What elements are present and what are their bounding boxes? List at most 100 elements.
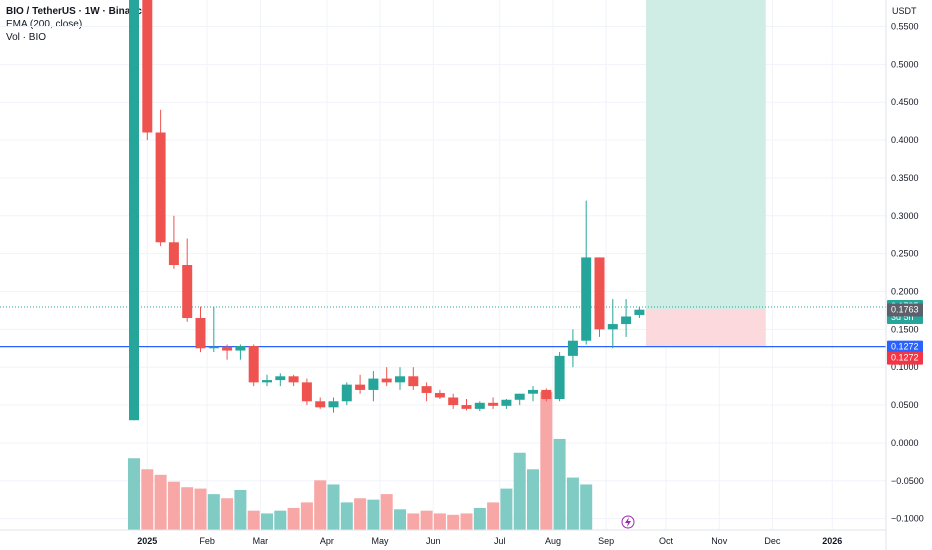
price-badge-text: 0.1763 bbox=[891, 304, 919, 314]
x-tick-label: Jun bbox=[426, 536, 441, 546]
candle-body[interactable] bbox=[581, 257, 592, 341]
y-tick-label: 0.0500 bbox=[891, 400, 919, 410]
price-badge-text: 0.1272 bbox=[891, 353, 919, 363]
volume-bar bbox=[433, 513, 446, 530]
symbol-title[interactable]: BIO / TetherUS · 1W · Binance bbox=[6, 6, 148, 17]
y-tick-label: 0.2500 bbox=[891, 249, 919, 259]
y-tick-label: 0.0000 bbox=[891, 438, 919, 448]
candle-body[interactable] bbox=[461, 405, 472, 409]
candle-body[interactable] bbox=[501, 399, 512, 406]
volume-bar bbox=[447, 514, 460, 530]
volume-indicator-label[interactable]: Vol · BIO bbox=[6, 32, 47, 43]
volume-bar bbox=[473, 507, 486, 530]
volume-bar bbox=[553, 438, 566, 530]
candle-body[interactable] bbox=[341, 384, 352, 402]
x-tick-label: Sep bbox=[598, 536, 614, 546]
candle-body[interactable] bbox=[355, 384, 366, 390]
candle-body[interactable] bbox=[155, 132, 166, 243]
candle-body[interactable] bbox=[567, 340, 578, 356]
candle-body[interactable] bbox=[168, 242, 179, 265]
y-tick-label: 0.2000 bbox=[891, 287, 919, 297]
candle-body[interactable] bbox=[621, 316, 632, 325]
y-tick-label: 0.5000 bbox=[891, 59, 919, 69]
x-tick-label: Nov bbox=[711, 536, 728, 546]
volume-bar bbox=[141, 469, 154, 530]
candle-body[interactable] bbox=[328, 401, 339, 408]
y-tick-label: −0.0500 bbox=[891, 476, 924, 486]
candle-body[interactable] bbox=[381, 378, 392, 383]
candle-body[interactable] bbox=[142, 0, 153, 133]
x-tick-label: Jul bbox=[494, 536, 506, 546]
candle-body[interactable] bbox=[528, 389, 538, 394]
volume-bar bbox=[300, 502, 313, 530]
stop-loss-zone[interactable] bbox=[646, 309, 766, 347]
candle-body[interactable] bbox=[434, 392, 445, 398]
candle-body[interactable] bbox=[554, 355, 565, 400]
candle-body[interactable] bbox=[208, 346, 219, 349]
candle-body[interactable] bbox=[448, 397, 459, 406]
x-tick-label: Dec bbox=[764, 536, 781, 546]
volume-bar bbox=[128, 458, 140, 530]
candle-body[interactable] bbox=[408, 376, 419, 387]
take-profit-zone[interactable] bbox=[646, 0, 766, 310]
candle-body[interactable] bbox=[607, 324, 618, 330]
candle-body[interactable] bbox=[474, 402, 485, 409]
price-badge bbox=[887, 340, 923, 354]
y-tick-label: 0.1500 bbox=[891, 324, 919, 334]
y-tick-label: 0.3500 bbox=[891, 173, 919, 183]
volume-bar bbox=[340, 502, 353, 530]
y-tick-label: −0.1000 bbox=[891, 514, 924, 524]
volume-bar bbox=[327, 484, 340, 530]
candle-body[interactable] bbox=[301, 382, 312, 402]
candle-body[interactable] bbox=[634, 309, 645, 315]
candle-body[interactable] bbox=[288, 376, 299, 383]
price-badge-text: 0.1272 bbox=[891, 342, 919, 352]
volume-bar bbox=[234, 489, 247, 530]
volume-bar bbox=[500, 488, 513, 530]
x-tick-label: Apr bbox=[320, 536, 334, 546]
candle-body[interactable] bbox=[248, 346, 259, 383]
volume-bar bbox=[247, 510, 260, 530]
x-tick-label: Oct bbox=[659, 536, 674, 546]
candle-body[interactable] bbox=[182, 265, 193, 318]
lightning-icon-glyph bbox=[625, 517, 631, 527]
volume-bar bbox=[487, 502, 500, 530]
y-tick-label: 0.1000 bbox=[891, 362, 919, 372]
volume-bar bbox=[566, 477, 579, 530]
x-tick-label: Aug bbox=[545, 536, 561, 546]
volume-bar bbox=[367, 499, 380, 530]
candle-body[interactable] bbox=[315, 401, 326, 408]
volume-bar bbox=[460, 513, 473, 530]
candle-body[interactable] bbox=[421, 386, 432, 393]
candle-body[interactable] bbox=[262, 380, 272, 383]
volume-bar bbox=[580, 484, 593, 530]
volume-bar bbox=[194, 488, 207, 530]
x-tick-label: Mar bbox=[253, 536, 269, 546]
price-badge bbox=[887, 303, 923, 317]
volume-bar bbox=[261, 513, 273, 530]
candle-body[interactable] bbox=[235, 346, 246, 351]
candle-body[interactable] bbox=[129, 0, 139, 421]
price-badge-text: 3d 5h bbox=[891, 312, 914, 322]
candle-body[interactable] bbox=[275, 376, 286, 381]
y-tick-label: 0.4000 bbox=[891, 135, 919, 145]
x-tick-label: Feb bbox=[199, 536, 215, 546]
candle-body[interactable] bbox=[195, 318, 206, 349]
volume-bar bbox=[420, 510, 433, 530]
candle-body[interactable] bbox=[222, 346, 233, 351]
candle-body[interactable] bbox=[488, 402, 499, 406]
volume-bar bbox=[407, 513, 420, 530]
volume-bar bbox=[221, 498, 234, 530]
volume-bar bbox=[527, 469, 539, 530]
volume-bar bbox=[394, 509, 406, 530]
candle-body[interactable] bbox=[514, 393, 525, 400]
volume-bar bbox=[314, 480, 327, 530]
ema-indicator-label[interactable]: EMA (200, close) bbox=[6, 19, 83, 30]
candle-body[interactable] bbox=[395, 376, 405, 383]
volume-bar bbox=[154, 474, 167, 530]
candle-body[interactable] bbox=[368, 378, 379, 390]
volume-bar bbox=[181, 487, 194, 530]
candle-body[interactable] bbox=[541, 389, 552, 400]
candle-body[interactable] bbox=[594, 257, 605, 330]
